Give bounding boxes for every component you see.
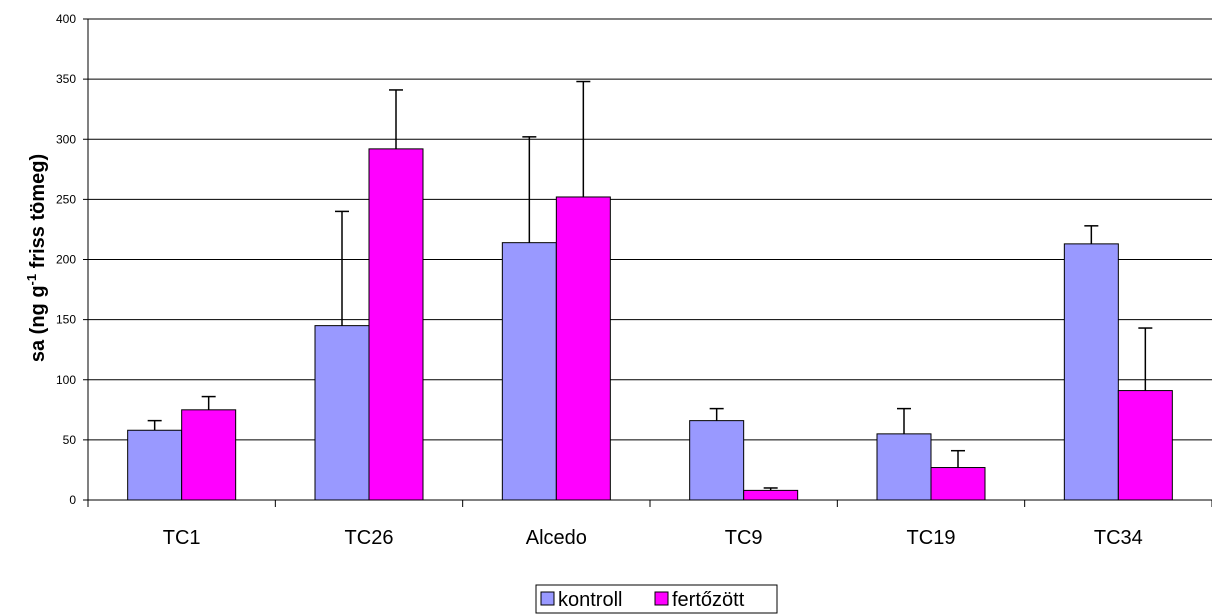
x-label-TC9: TC9 xyxy=(725,527,763,549)
bar-fertőzött-Alcedo xyxy=(555,196,611,501)
x-label-Alcedo: Alcedo xyxy=(526,527,587,549)
bar-fertőzött-TC1 xyxy=(181,409,237,501)
bar-fertőzött-TC26 xyxy=(368,148,424,501)
y-axis-title-superscript: -1 xyxy=(24,274,39,286)
axes xyxy=(83,18,1212,507)
y-tick-label-400: 400 xyxy=(56,12,76,26)
legend-swatch-fertozott xyxy=(654,591,669,606)
y-tick-label-250: 250 xyxy=(56,192,76,206)
x-label-TC34: TC34 xyxy=(1094,527,1143,549)
y-tick-label-300: 300 xyxy=(56,132,76,146)
y-tick-label-0: 0 xyxy=(69,493,76,507)
bar-kontroll-TC9 xyxy=(689,420,745,501)
y-tick-labels: 0 50 100 150 200 250 300 350 400 xyxy=(56,12,76,507)
bar-fertőzött-TC19 xyxy=(930,467,986,501)
bar-kontroll-TC26 xyxy=(314,325,370,501)
y-tick-label-150: 150 xyxy=(56,313,76,327)
error-bars-group xyxy=(147,80,1153,491)
bars-group xyxy=(127,148,1173,501)
legend-swatch-kontroll xyxy=(540,591,555,606)
bar-kontroll-TC19 xyxy=(876,433,932,501)
bar-kontroll-TC34 xyxy=(1063,243,1119,501)
x-category-labels: TC1 TC26 Alcedo TC9 TC19 TC34 xyxy=(163,527,1143,549)
y-tick-label-50: 50 xyxy=(63,433,77,447)
y-tick-label-350: 350 xyxy=(56,72,76,86)
bar-fertőzött-TC9 xyxy=(743,489,799,501)
y-axis-title-rest: friss tömeg) xyxy=(27,154,49,274)
x-label-TC26: TC26 xyxy=(345,527,394,549)
legend: kontroll fertőzött xyxy=(535,584,778,614)
y-axis-title-main: sa (ng g xyxy=(27,285,49,362)
bar-kontroll-TC1 xyxy=(127,429,183,501)
y-axis-title: sa (ng g-1 friss tömeg) xyxy=(24,154,49,362)
y-tick-label-100: 100 xyxy=(56,373,76,387)
legend-label-fertozott: fertőzött xyxy=(672,589,745,611)
y-tick-label-200: 200 xyxy=(56,253,76,267)
bar-kontroll-Alcedo xyxy=(501,242,557,501)
x-label-TC1: TC1 xyxy=(163,527,201,549)
legend-label-kontroll: kontroll xyxy=(558,589,622,611)
bar-fertőzött-TC34 xyxy=(1117,390,1173,501)
x-label-TC19: TC19 xyxy=(907,527,956,549)
grid-lines xyxy=(88,18,1212,441)
